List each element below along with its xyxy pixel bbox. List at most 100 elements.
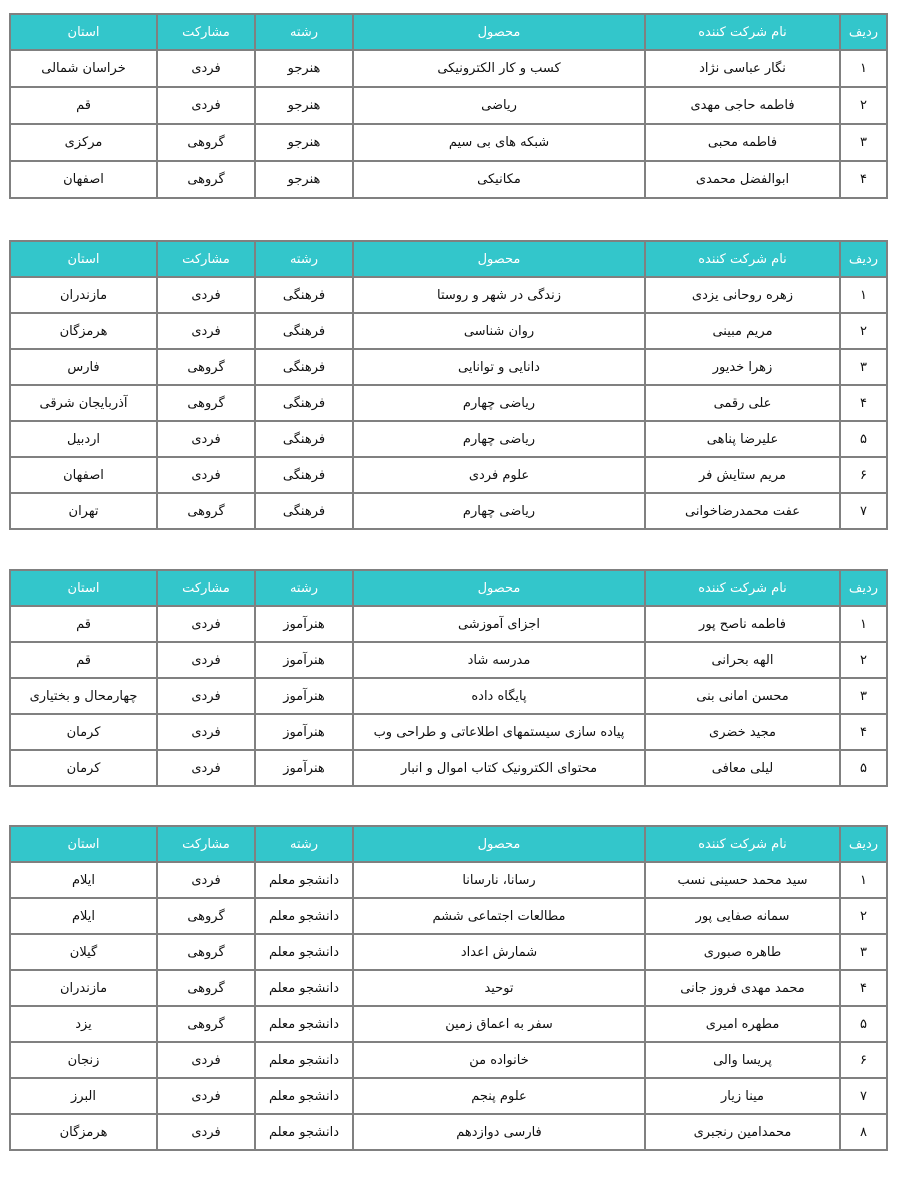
cell-row-number: ۴ [839, 713, 888, 751]
cell-product: مکانیکی [352, 160, 646, 199]
cell-province: البرز [9, 1077, 158, 1115]
cell-field: هنرآموز [254, 605, 354, 643]
cell-participant-name: سید محمد حسینی نسب [644, 861, 841, 899]
table-row: ۳ محسن امانی بنی پایگاه داده هنرآموز فردی چها… [9, 677, 888, 715]
cell-field: دانشجو معلم [254, 1113, 354, 1151]
cell-row-number: ۱ [839, 861, 888, 899]
cell-product: علوم پنجم [352, 1077, 646, 1115]
cell-participant-name: عفت محمدرضاخوانی [644, 492, 841, 530]
cell-product: سفر به اعماق زمین [352, 1005, 646, 1043]
cell-field: هنرجو [254, 86, 354, 125]
cell-participant-name: محمدامین رنجبری [644, 1113, 841, 1151]
cell-row-number: ۳ [839, 933, 888, 971]
cell-row-number: ۵ [839, 1005, 888, 1043]
cell-product: توحید [352, 969, 646, 1007]
cell-province: تهران [9, 492, 158, 530]
cell-participant-name: پریسا والی [644, 1041, 841, 1079]
cell-product: پیاده سازی سیستمهای اطلاعاتی و طراحی وب [352, 713, 646, 751]
table-row: ۵ لیلی معافی محتوای الکترونیک کتاب اموال و… [9, 749, 888, 787]
cell-participation: فردی [156, 312, 256, 350]
cell-row-number: ۴ [839, 160, 888, 199]
column-header-row-number: ردیف [839, 569, 888, 607]
column-header-province: استان [9, 240, 158, 278]
cell-province: زنجان [9, 1041, 158, 1079]
cell-participant-name: مجید خضری [644, 713, 841, 751]
cell-province: مازندران [9, 969, 158, 1007]
cell-field: فرهنگی [254, 348, 354, 386]
cell-participation: فردی [156, 86, 256, 125]
cell-participant-name: طاهره صبوری [644, 933, 841, 971]
cell-field: هنرآموز [254, 749, 354, 787]
column-header-row-number: ردیف [839, 240, 888, 278]
cell-province: قم [9, 86, 158, 125]
cell-product: دانایی و توانایی [352, 348, 646, 386]
cell-field: دانشجو معلم [254, 1005, 354, 1043]
column-header-participant-name: نام شرکت کننده [644, 240, 841, 278]
cell-participation: فردی [156, 641, 256, 679]
cell-participation: فردی [156, 456, 256, 494]
table-row: ۵ مطهره امیری سفر به اعماق زمین دانشجو معلم… [9, 1005, 888, 1043]
cell-participation: فردی [156, 420, 256, 458]
column-header-province: استان [9, 569, 158, 607]
column-header-province: استان [9, 13, 158, 51]
cell-product: کسب و کار الکترونیکی [352, 49, 646, 88]
table-row: ۳ زهرا خدیور دانایی و توانایی فرهنگی گروهی فا… [9, 348, 888, 386]
column-header-participant-name: نام شرکت کننده [644, 825, 841, 863]
cell-row-number: ۳ [839, 348, 888, 386]
table-row: ۴ محمد مهدی فروز جانی توحید دانشجو معلم گروه… [9, 969, 888, 1007]
cell-participant-name: نگار عباسی نژاد [644, 49, 841, 88]
cell-province: اصفهان [9, 160, 158, 199]
table-row: ۴ علی رقمی ریاضی چهارم فرهنگی گروهی آذربایجان… [9, 384, 888, 422]
cell-product: زندگی در شهر و روستا [352, 276, 646, 314]
cell-field: دانشجو معلم [254, 933, 354, 971]
cell-province: چهارمحال و بختیاری [9, 677, 158, 715]
cell-participant-name: سمانه صفایی پور [644, 897, 841, 935]
cell-participant-name: فاطمه حاجی مهدی [644, 86, 841, 125]
column-header-participant-name: نام شرکت کننده [644, 569, 841, 607]
cell-row-number: ۷ [839, 492, 888, 530]
table-row: ۲ مریم مبینی روان شناسی فرهنگی فردی هرمزگان [9, 312, 888, 350]
cell-participant-name: مینا زیار [644, 1077, 841, 1115]
cell-participant-name: فاطمه محبی [644, 123, 841, 162]
cell-province: یزد [9, 1005, 158, 1043]
table-row: ۳ طاهره صبوری شمارش اعداد دانشجو معلم گروهی گ… [9, 933, 888, 971]
cell-row-number: ۱ [839, 49, 888, 88]
column-header-row-number: ردیف [839, 825, 888, 863]
cell-field: دانشجو معلم [254, 897, 354, 935]
column-header-field: رشته [254, 825, 354, 863]
table-row: ۴ مجید خضری پیاده سازی سیستمهای اطلاعاتی و… [9, 713, 888, 751]
cell-participation: فردی [156, 49, 256, 88]
cell-participation: فردی [156, 1041, 256, 1079]
column-header-field: رشته [254, 569, 354, 607]
cell-field: هنرجو [254, 123, 354, 162]
table-row: ۲ سمانه صفایی پور مطالعات اجتماعی ششم دانشج… [9, 897, 888, 935]
cell-product: رسانا، نارسانا [352, 861, 646, 899]
cell-row-number: ۴ [839, 969, 888, 1007]
cell-participant-name: فاطمه ناصح پور [644, 605, 841, 643]
cell-product: مطالعات اجتماعی ششم [352, 897, 646, 935]
cell-row-number: ۲ [839, 312, 888, 350]
header-row: ردیف نام شرکت کننده محصول رشته مشارکت استان [9, 825, 888, 863]
cell-product: فارسی دوازدهم [352, 1113, 646, 1151]
cell-row-number: ۷ [839, 1077, 888, 1115]
column-header-product: محصول [352, 569, 646, 607]
cell-participant-name: علیرضا پناهی [644, 420, 841, 458]
column-header-field: رشته [254, 240, 354, 278]
participants-table-1: ردیف نام شرکت کننده محصول رشته مشارکت استان ۱ ن… [9, 13, 888, 199]
cell-field: هنرآموز [254, 641, 354, 679]
cell-product: علوم فردی [352, 456, 646, 494]
cell-participation: فردی [156, 861, 256, 899]
cell-field: دانشجو معلم [254, 969, 354, 1007]
table-row: ۷ عفت محمدرضاخوانی ریاضی چهارم فرهنگی گروهی ت… [9, 492, 888, 530]
cell-row-number: ۱ [839, 605, 888, 643]
column-header-product: محصول [352, 240, 646, 278]
column-header-participant-name: نام شرکت کننده [644, 13, 841, 51]
cell-participant-name: مطهره امیری [644, 1005, 841, 1043]
cell-participant-name: محسن امانی بنی [644, 677, 841, 715]
table-row: ۷ مینا زیار علوم پنجم دانشجو معلم فردی البرز [9, 1077, 888, 1115]
table-row: ۸ محمدامین رنجبری فارسی دوازدهم دانشجو معلم… [9, 1113, 888, 1151]
cell-row-number: ۵ [839, 420, 888, 458]
cell-field: دانشجو معلم [254, 1041, 354, 1079]
cell-participation: گروهی [156, 1005, 256, 1043]
cell-participation: گروهی [156, 492, 256, 530]
